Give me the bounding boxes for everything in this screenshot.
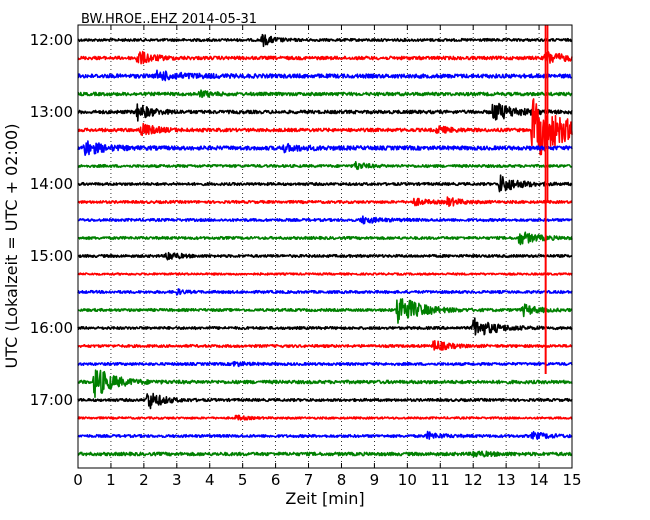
y-tick-label: 12:00 xyxy=(30,31,73,49)
x-tick-label: 6 xyxy=(271,471,281,489)
y-tick-label: 17:00 xyxy=(30,391,73,409)
x-tick-label: 3 xyxy=(172,471,182,489)
seismic-trace xyxy=(77,102,573,122)
seismic-trace xyxy=(77,174,573,193)
seismic-trace xyxy=(77,339,573,351)
seismic-trace xyxy=(77,272,573,276)
seismic-trace xyxy=(77,161,573,171)
x-tick-label: 0 xyxy=(73,471,83,489)
seismic-trace xyxy=(77,196,573,207)
x-tick-label: 11 xyxy=(431,471,450,489)
x-ticks: 0 1 2 3 4 5 6 7 8 9 10 11 12 13 14 15 xyxy=(73,25,582,489)
x-tick-label: 8 xyxy=(337,471,347,489)
traces xyxy=(77,33,573,458)
x-tick-label: 10 xyxy=(398,471,417,489)
seismic-trace xyxy=(77,298,573,324)
seismic-trace xyxy=(77,288,573,296)
seismic-trace xyxy=(77,98,573,156)
y-tick-label: 15:00 xyxy=(30,247,73,265)
seismic-trace xyxy=(77,251,573,261)
x-tick-label: 2 xyxy=(139,471,149,489)
x-tick-label: 5 xyxy=(238,471,248,489)
seismic-trace xyxy=(77,414,573,421)
seismic-trace xyxy=(77,392,573,410)
x-tick-label: 4 xyxy=(205,471,215,489)
seismic-trace xyxy=(77,360,573,368)
seismic-trace xyxy=(77,369,573,399)
seismic-trace xyxy=(77,450,573,458)
y-tick-label: 14:00 xyxy=(30,175,73,193)
y-tick-label: 13:00 xyxy=(30,103,73,121)
seismic-trace xyxy=(77,215,573,225)
x-tick-label: 13 xyxy=(497,471,516,489)
plot-frame xyxy=(77,24,573,469)
seismic-trace xyxy=(77,231,573,246)
x-tick-label: 1 xyxy=(106,471,116,489)
seismic-trace xyxy=(77,33,573,48)
seismic-trace xyxy=(77,69,573,82)
seismic-trace xyxy=(77,89,573,99)
seismic-trace xyxy=(77,317,573,336)
x-tick-label: 7 xyxy=(304,471,314,489)
seismic-trace xyxy=(77,430,573,441)
seismic-trace xyxy=(77,140,573,156)
x-tick-label: 15 xyxy=(562,471,581,489)
spike-line xyxy=(544,25,549,374)
chart-title: BW.HROE..EHZ 2014-05-31 xyxy=(81,12,257,27)
y-axis-label: UTC (Lokalzeit = UTC + 02:00) xyxy=(2,124,21,369)
x-tick-label: 12 xyxy=(464,471,483,489)
x-tick-label: 9 xyxy=(370,471,380,489)
y-tick-label: 16:00 xyxy=(30,319,73,337)
x-axis-label: Zeit [min] xyxy=(285,489,364,508)
y-ticks: 12:00 13:00 14:00 15:00 16:00 17:00 xyxy=(30,31,572,409)
x-tick-label: 14 xyxy=(530,471,549,489)
seismic-trace xyxy=(77,50,573,65)
